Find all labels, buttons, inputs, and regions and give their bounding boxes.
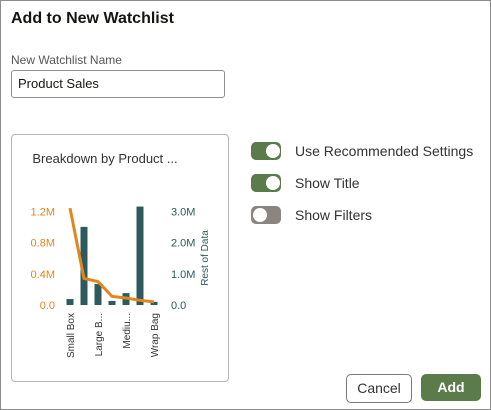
chart: Breakdown by Product ... 0.0 0.4M 0.8M 1.2M…	[31, 151, 211, 358]
bar	[80, 226, 88, 305]
switch-knob	[266, 176, 280, 190]
x-tick-label: Mediu...	[122, 313, 133, 349]
bar	[136, 206, 144, 305]
y2-tick-label: 0.0	[171, 300, 186, 312]
bar	[66, 299, 74, 305]
chart-title: Breakdown by Product ...	[32, 151, 177, 166]
switch[interactable]	[251, 206, 281, 224]
toggle-label: Use Recommended Settings	[295, 143, 474, 159]
switch[interactable]	[251, 174, 281, 192]
toggle-label: Show Title	[295, 175, 360, 191]
dialog-title: Add to New Watchlist	[11, 10, 174, 27]
field-label: New Watchlist Name	[11, 53, 122, 67]
x-tick-label: Large B...	[94, 313, 105, 356]
line	[68, 207, 155, 304]
x-tick-label: Wrap Bag	[150, 313, 161, 357]
bar	[108, 300, 116, 305]
switch-knob	[253, 208, 267, 222]
y2-axis-title: Rest of Data	[200, 230, 211, 286]
bar	[94, 284, 102, 305]
bar	[150, 301, 158, 305]
toggle[interactable]: Show Title	[251, 173, 360, 193]
chart-card: Breakdown by Product ... 0.0 0.4M 0.8M 1.2M…	[11, 134, 229, 382]
switch[interactable]	[251, 142, 281, 160]
toggle[interactable]: Use Recommended Settings	[251, 141, 473, 161]
y2-tick-label: 2.0M	[171, 238, 195, 250]
cancel-button[interactable]: Cancel	[346, 374, 412, 403]
y-tick-label: 0.4M	[31, 269, 55, 281]
y-tick-label: 0.0	[40, 300, 55, 312]
name-input[interactable]: Product Sales	[11, 70, 225, 98]
toggle[interactable]: Show Filters	[251, 205, 372, 225]
toggle-label: Show Filters	[295, 207, 373, 223]
y-tick-label: 1.2M	[31, 206, 55, 218]
y2-tick-label: 1.0M	[171, 269, 195, 281]
switch-knob	[266, 144, 280, 158]
x-tick-label: Small Box	[66, 313, 77, 358]
add-button[interactable]: Add	[421, 374, 481, 401]
y2-tick-label: 3.0M	[171, 206, 195, 218]
y-tick-label: 0.8M	[31, 238, 55, 250]
